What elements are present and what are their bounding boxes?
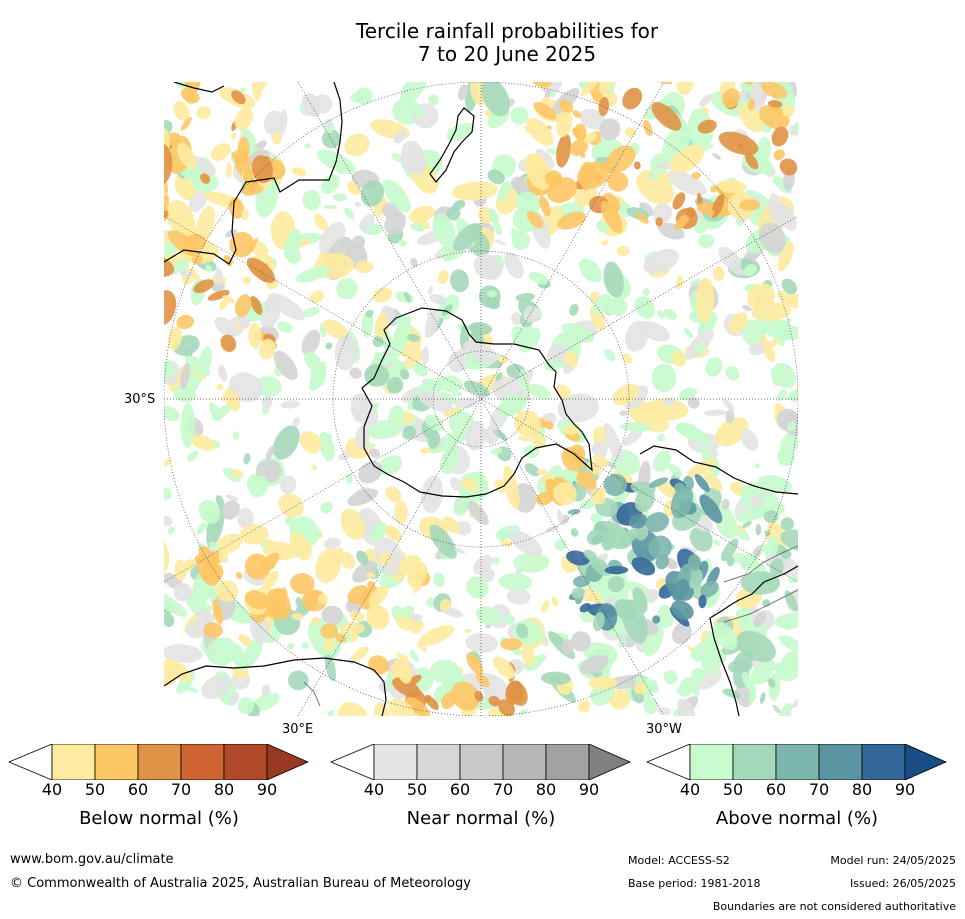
above-normal-title: Above normal (%)	[715, 808, 879, 829]
below-tick-90: 90	[256, 780, 278, 799]
model-name: Model: ACCESS-S2	[628, 854, 730, 867]
below-tick-60: 60	[127, 780, 149, 799]
above-tick-90: 90	[894, 780, 916, 799]
colorbar-swatch	[180, 744, 225, 780]
below-tick-40: 40	[41, 780, 63, 799]
colorbar-max-extension	[904, 744, 947, 780]
boundaries-disclaimer: Boundaries are not considered authoritat…	[712, 900, 956, 913]
colorbar-swatch	[545, 744, 590, 780]
south-america-coast	[639, 445, 798, 716]
colorbar-swatch	[818, 744, 863, 780]
probability-patches	[164, 82, 798, 716]
near-normal-swatches	[330, 744, 631, 780]
chart-title: Tercile rainfall probabilities for 7 to …	[0, 20, 965, 66]
africa-coast	[164, 657, 387, 716]
near-normal-colorbar	[330, 744, 632, 780]
below-normal-title: Below normal (%)	[79, 808, 239, 829]
colorbar-swatch	[416, 744, 461, 780]
new-zealand-coast	[429, 107, 475, 183]
colorbar-swatch	[223, 744, 268, 780]
above-tick-50: 50	[722, 780, 744, 799]
colorbar-swatch	[94, 744, 139, 780]
colorbar-min-extension	[8, 744, 53, 780]
above-normal-swatches	[646, 744, 947, 780]
antarctica-coast	[361, 307, 593, 498]
colorbar-swatch	[502, 744, 547, 780]
colorbar-max-extension	[266, 744, 309, 780]
near-tick-40: 40	[363, 780, 385, 799]
country-boundaries	[303, 545, 798, 707]
above-tick-80: 80	[851, 780, 873, 799]
lat-label-30s: 30°S	[124, 392, 156, 407]
issued-date: Issued: 26/05/2025	[849, 877, 956, 890]
colorbar-swatch	[775, 744, 820, 780]
colorbar-swatch	[861, 744, 906, 780]
colorbar-swatch	[51, 744, 96, 780]
below-normal-colorbar	[8, 744, 310, 780]
coastlines	[164, 82, 798, 716]
near-normal-title: Near normal (%)	[406, 808, 556, 829]
colorbar-min-extension	[646, 744, 691, 780]
above-tick-40: 40	[679, 780, 701, 799]
website-link[interactable]: www.bom.gov.au/climate	[10, 852, 174, 867]
near-tick-50: 50	[406, 780, 428, 799]
near-tick-60: 60	[449, 780, 471, 799]
below-tick-70: 70	[170, 780, 192, 799]
colorbar-swatch	[689, 744, 734, 780]
near-tick-90: 90	[578, 780, 600, 799]
below-tick-50: 50	[84, 780, 106, 799]
near-tick-80: 80	[535, 780, 557, 799]
colorbar-swatch	[732, 744, 777, 780]
colorbar-min-extension	[330, 744, 375, 780]
base-period: Base period: 1981-2018	[628, 877, 761, 890]
polar-rainfall-map	[164, 82, 798, 716]
fiji-coast	[173, 82, 225, 93]
below-normal-swatches	[8, 744, 309, 780]
lon-label-30w: 30°W	[646, 722, 682, 737]
above-tick-70: 70	[808, 780, 830, 799]
graticule	[164, 82, 798, 716]
above-tick-60: 60	[765, 780, 787, 799]
lon-label-30e: 30°E	[282, 722, 314, 737]
colorbar-max-extension	[588, 744, 631, 780]
near-tick-70: 70	[492, 780, 514, 799]
title-line-1: Tercile rainfall probabilities for	[355, 19, 659, 43]
above-normal-colorbar	[646, 744, 948, 780]
copyright-text: © Commonwealth of Australia 2025, Austra…	[10, 876, 471, 891]
model-run-date: Model run: 24/05/2025	[830, 854, 956, 867]
colorbar-swatch	[373, 744, 418, 780]
colorbar-swatch	[459, 744, 504, 780]
title-line-2: 7 to 20 June 2025	[417, 42, 597, 66]
colorbar-swatch	[137, 744, 182, 780]
below-tick-80: 80	[213, 780, 235, 799]
australia-coast	[164, 82, 343, 265]
